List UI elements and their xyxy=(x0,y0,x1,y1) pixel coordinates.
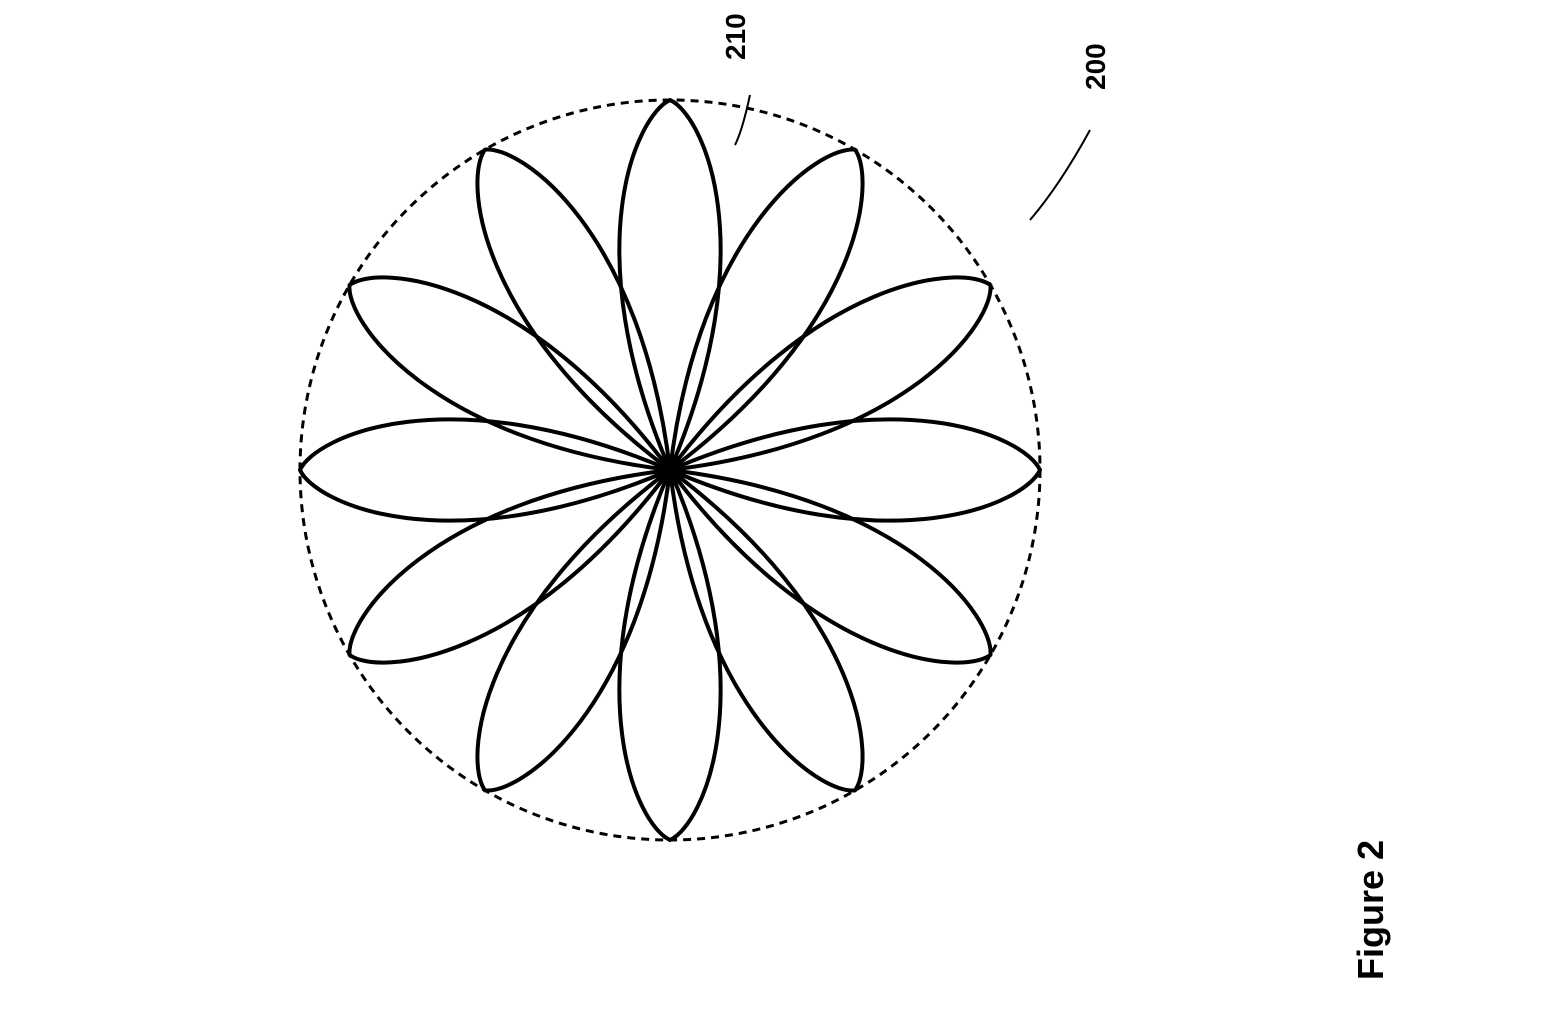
figure-container xyxy=(260,60,1080,880)
reference-text-200: 200 xyxy=(1080,43,1111,90)
center-dot xyxy=(664,464,676,476)
figure-caption-text: Figure 2 xyxy=(1350,840,1391,980)
reference-text-210: 210 xyxy=(720,13,751,60)
petal xyxy=(619,470,720,840)
figure-caption: Figure 2 xyxy=(1350,840,1392,980)
petal xyxy=(619,100,720,470)
petal xyxy=(300,419,670,520)
reference-label-200: 200 xyxy=(1080,43,1112,90)
petal xyxy=(670,419,1040,520)
rose-diagram xyxy=(260,60,1080,880)
reference-label-210: 210 xyxy=(720,13,752,60)
